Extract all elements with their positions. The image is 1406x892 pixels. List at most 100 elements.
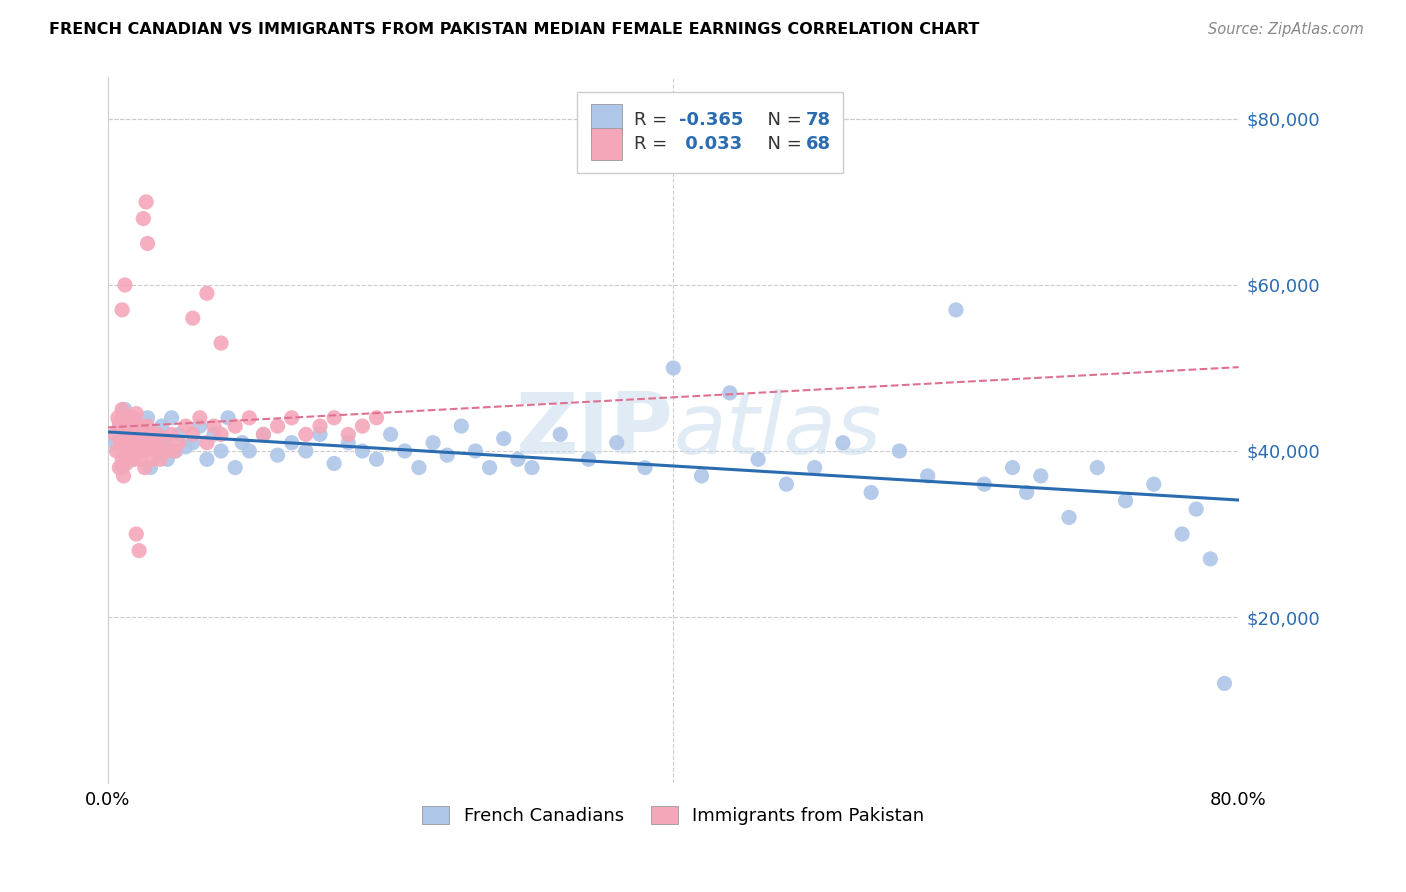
Point — [120, 410, 142, 425]
Point — [117, 410, 139, 425]
Text: 78: 78 — [806, 112, 831, 129]
Point — [366, 410, 388, 425]
Point — [128, 419, 150, 434]
Point — [1015, 485, 1038, 500]
Point — [195, 286, 218, 301]
Point — [167, 435, 190, 450]
Point — [114, 448, 136, 462]
Point — [107, 410, 129, 425]
Point — [121, 435, 143, 450]
Point — [163, 444, 186, 458]
Point — [238, 410, 260, 425]
Point — [129, 419, 152, 434]
Point — [132, 427, 155, 442]
Point — [112, 419, 135, 434]
Point — [125, 407, 148, 421]
Point — [110, 435, 132, 450]
Point — [1085, 460, 1108, 475]
Point — [125, 419, 148, 434]
Point — [181, 311, 204, 326]
Point — [124, 444, 146, 458]
FancyBboxPatch shape — [591, 104, 623, 136]
Text: R =: R = — [634, 112, 672, 129]
Point — [323, 410, 346, 425]
Point — [606, 435, 628, 450]
Point — [690, 469, 713, 483]
Point — [136, 236, 159, 251]
Point — [195, 435, 218, 450]
Point — [408, 460, 430, 475]
Point — [118, 435, 141, 450]
Legend: French Canadians, Immigrants from Pakistan: French Canadians, Immigrants from Pakist… — [413, 797, 934, 834]
Text: -0.365: -0.365 — [679, 112, 744, 129]
Point — [160, 410, 183, 425]
Point — [146, 444, 169, 458]
Point — [188, 419, 211, 434]
Point — [108, 419, 131, 434]
Point — [132, 444, 155, 458]
Point — [132, 211, 155, 226]
Point — [111, 452, 134, 467]
Point — [104, 427, 127, 442]
Point — [132, 444, 155, 458]
Point — [450, 419, 472, 434]
Point — [889, 444, 911, 458]
Point — [149, 452, 172, 467]
Point — [120, 423, 142, 437]
Point — [117, 444, 139, 458]
Point — [1001, 460, 1024, 475]
Point — [128, 543, 150, 558]
Point — [202, 427, 225, 442]
Point — [520, 460, 543, 475]
Point — [209, 444, 232, 458]
Point — [188, 410, 211, 425]
Point — [125, 427, 148, 442]
Point — [266, 448, 288, 462]
Point — [775, 477, 797, 491]
Text: N =: N = — [756, 112, 807, 129]
Point — [118, 448, 141, 462]
Point — [352, 419, 374, 434]
Point — [506, 452, 529, 467]
Point — [114, 402, 136, 417]
Point — [121, 419, 143, 434]
Point — [131, 435, 153, 450]
Point — [122, 452, 145, 467]
Point — [1171, 527, 1194, 541]
Point — [662, 361, 685, 376]
Point — [422, 435, 444, 450]
Point — [174, 440, 197, 454]
Point — [238, 444, 260, 458]
Point — [266, 419, 288, 434]
Point — [295, 427, 318, 442]
Point — [1115, 493, 1137, 508]
Point — [153, 435, 176, 450]
Point — [1199, 552, 1222, 566]
Point — [803, 460, 825, 475]
Point — [111, 302, 134, 317]
Point — [139, 440, 162, 454]
Point — [150, 419, 173, 434]
Point — [366, 452, 388, 467]
Point — [156, 452, 179, 467]
Point — [578, 452, 600, 467]
Point — [945, 302, 967, 317]
Text: FRENCH CANADIAN VS IMMIGRANTS FROM PAKISTAN MEDIAN FEMALE EARNINGS CORRELATION C: FRENCH CANADIAN VS IMMIGRANTS FROM PAKIS… — [49, 22, 980, 37]
Point — [142, 452, 165, 467]
Point — [135, 435, 157, 450]
Point — [114, 277, 136, 292]
Point — [156, 444, 179, 458]
Point — [252, 427, 274, 442]
Point — [224, 460, 246, 475]
Point — [1185, 502, 1208, 516]
Point — [394, 444, 416, 458]
Point — [380, 427, 402, 442]
Point — [134, 460, 156, 475]
Point — [108, 415, 131, 429]
Point — [108, 460, 131, 475]
Point — [115, 444, 138, 458]
Point — [128, 435, 150, 450]
Point — [165, 444, 187, 458]
Point — [1057, 510, 1080, 524]
Point — [112, 469, 135, 483]
